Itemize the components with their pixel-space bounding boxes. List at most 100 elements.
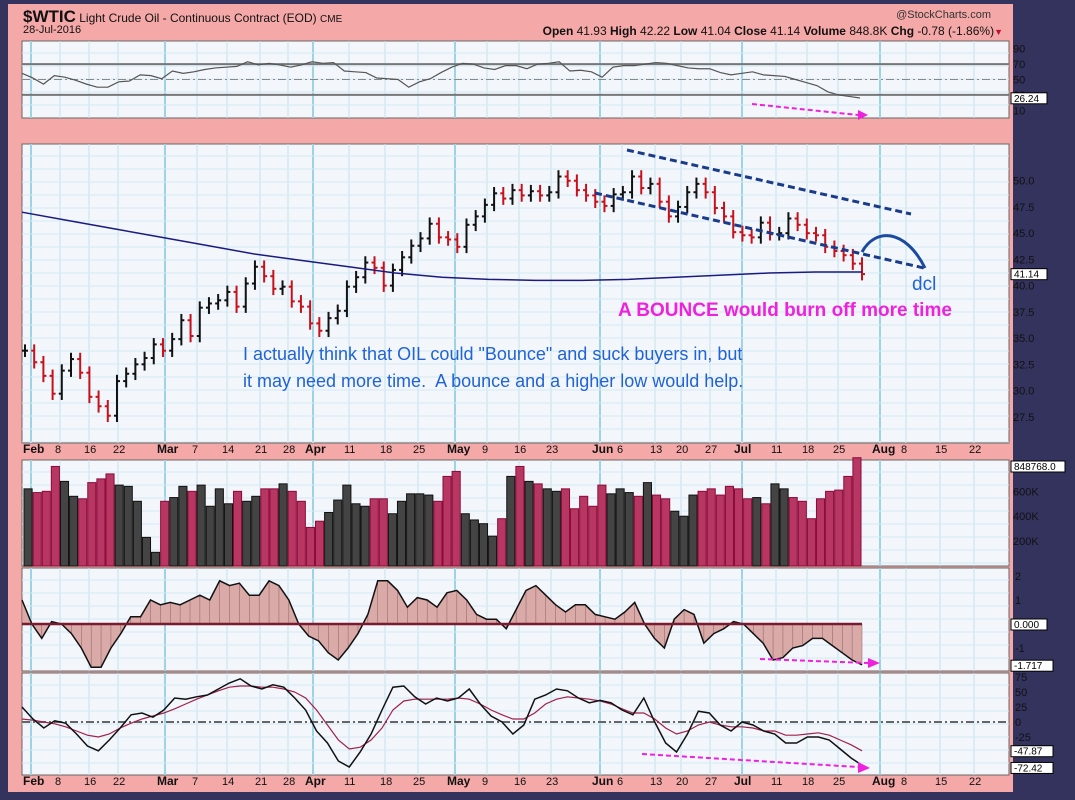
oscillator-tick: -25 (1015, 732, 1031, 744)
chart-title: $WTIC Light Crude Oil - Continuous Contr… (23, 7, 342, 27)
x-axis-label: Mar (157, 442, 179, 456)
oscillator-last-value: -47.87 (1014, 747, 1043, 758)
high-label: High (610, 24, 637, 38)
x-axis-label: 14 (222, 776, 234, 788)
x-axis-label: 16 (84, 776, 96, 788)
chart-date: 28-Jul-2016 (23, 24, 82, 36)
x-axis-label: 8 (901, 776, 907, 788)
x-axis-label: 22 (113, 776, 125, 788)
x-axis-label: 21 (255, 776, 267, 788)
rsi-tick: 50 (1013, 75, 1025, 87)
price-tick: 35.0 (1013, 333, 1034, 345)
rsi-tick: 70 (1013, 59, 1025, 71)
quote-summary: Open 41.93 High 42.22 Low 41.04 Close 41… (543, 24, 1003, 38)
x-axis-label: 7 (192, 776, 198, 788)
price-tick: 37.5 (1013, 307, 1034, 319)
close-value: 41.14 (770, 24, 801, 38)
x-axis-label: 25 (833, 776, 845, 788)
change-label: Chg (890, 24, 915, 38)
x-axis-label: 18 (380, 444, 392, 456)
oscillator-tick: 75 (1015, 672, 1027, 684)
x-axis-label: 15 (935, 444, 947, 456)
volume-tick: 200K (1013, 536, 1039, 548)
x-axis-label: 11 (771, 776, 782, 788)
oscillator-signal-last-value: -72.42 (1014, 763, 1043, 774)
oscillator-tick: 50 (1015, 687, 1027, 699)
x-axis-label: Jul (734, 774, 751, 788)
x-axis-label: Jun (592, 442, 613, 456)
x-axis-label: 25 (413, 444, 425, 456)
x-axis-label: 18 (802, 776, 814, 788)
x-axis-label: 11 (344, 776, 355, 788)
bounce-note: A BOUNCE would burn off more time (618, 300, 952, 322)
x-axis-label: 13 (650, 776, 662, 788)
x-axis-label: Aug (872, 774, 895, 788)
x-axis-label: 6 (617, 444, 623, 456)
divergence-arrow-icon (858, 110, 868, 120)
symbol: $WTIC (23, 7, 76, 26)
price-panel (21, 143, 1010, 444)
trend-channel-line (594, 191, 925, 270)
x-axis-label: 13 (650, 444, 662, 456)
price-tick: 50.0 (1013, 176, 1034, 188)
analysis-note: I actually think that OIL could "Bounce"… (243, 341, 743, 395)
low-value: 41.04 (700, 24, 731, 38)
ma200-line (21, 211, 862, 282)
oscillator-tick: 25 (1015, 702, 1027, 714)
x-axis-label: 22 (113, 444, 125, 456)
rsi-tick: 10 (1013, 105, 1025, 117)
volume-last-value: 848768.0 (1014, 462, 1056, 473)
volume-tick: 600K (1013, 486, 1039, 498)
close-label: Close (734, 24, 767, 38)
x-axis-label: Mar (157, 774, 179, 788)
x-axis-label: Aug (872, 442, 895, 456)
analysis-note-line2: it may need more time. A bounce and a hi… (243, 371, 744, 391)
price-tick: 47.5 (1013, 202, 1034, 214)
watermark: @StockCharts.com (896, 9, 991, 21)
x-axis-label: 16 (514, 776, 526, 788)
rsi-last-value: 26.24 (1014, 94, 1039, 105)
oscillator-tick: 0 (1015, 717, 1021, 729)
x-axis-label: Jun (592, 774, 613, 788)
x-axis-label: 11 (344, 444, 355, 456)
x-axis-label: 25 (833, 444, 845, 456)
x-axis-label: 18 (802, 444, 814, 456)
volume-label: Volume (803, 24, 846, 38)
volume-tick: 400K (1013, 511, 1039, 523)
analysis-note-line1: I actually think that OIL could "Bounce"… (243, 344, 743, 364)
x-axis-label: Feb (23, 774, 44, 788)
macd-histogram-line (21, 579, 863, 668)
bounce-note-rest: would burn off more time (718, 300, 952, 321)
x-axis-label: 22 (969, 776, 981, 788)
x-axis-label: 20 (676, 444, 688, 456)
price-tick: 30.0 (1013, 386, 1034, 398)
down-arrow-icon: ▼ (994, 27, 1003, 37)
divergence-arrow-icon (858, 762, 870, 773)
x-axis-label: 7 (192, 444, 198, 456)
open-label: Open (542, 24, 574, 38)
x-axis-label: 28 (283, 776, 295, 788)
price-tick: 45.0 (1013, 228, 1034, 240)
price-tick: 42.5 (1013, 254, 1034, 266)
divergence-arrow-icon (868, 658, 880, 668)
change-value: -0.78 (-1.86%) (917, 24, 995, 38)
x-axis-label: May (447, 774, 471, 788)
price-tick: 40.0 (1013, 281, 1034, 293)
open-value: 41.93 (576, 24, 607, 38)
price-last-value: 41.14 (1014, 270, 1039, 281)
bounce-note-bold: A BOUNCE (618, 300, 719, 321)
price-tick: 32.5 (1013, 359, 1034, 371)
x-axis-label: 16 (84, 444, 96, 456)
x-axis-label: 27 (705, 776, 717, 788)
x-axis-label: May (447, 442, 471, 456)
x-axis-label: 8 (55, 776, 61, 788)
trend-channel-line (626, 148, 912, 216)
x-axis-label: 20 (676, 776, 688, 788)
x-axis-label: Apr (305, 774, 326, 788)
macd-tick: 2 (1015, 571, 1021, 583)
dcl-label: dcl (912, 274, 937, 295)
x-axis-label: 23 (546, 776, 558, 788)
x-axis-label: Apr (305, 442, 326, 456)
bounce-projection-arc (860, 234, 927, 269)
